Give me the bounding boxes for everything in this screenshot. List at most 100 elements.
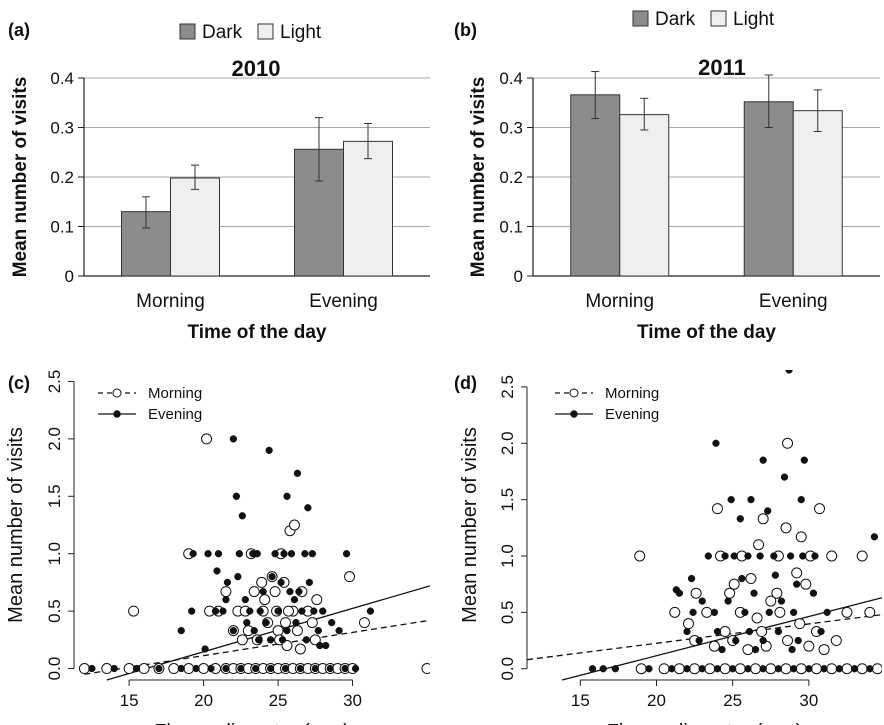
- data-point-morning: [719, 626, 731, 638]
- plot-area: [78, 433, 430, 681]
- data-point-morning: [220, 586, 232, 598]
- data-point-evening: [668, 665, 676, 673]
- y-tick-label: 0.0: [45, 657, 64, 681]
- scatter-plot-c: 0.0 0.5 1.0 1.5 2.0 2.5 15 20 25 30 Flower diamete…: [5, 370, 430, 725]
- data-point-evening: [366, 607, 375, 615]
- x-tick-label: 15: [120, 691, 139, 710]
- data-point-morning: [856, 550, 868, 562]
- panel-tag-c: (c): [8, 373, 30, 393]
- data-point-morning: [256, 576, 268, 588]
- bar-light-morning: [170, 177, 220, 277]
- data-point-evening: [223, 578, 232, 587]
- data-point-evening: [301, 550, 309, 558]
- data-point-evening: [204, 550, 212, 558]
- data-point-evening: [732, 636, 740, 645]
- data-point-morning: [814, 503, 826, 515]
- data-point-evening: [278, 636, 287, 644]
- data-point-evening: [298, 607, 306, 615]
- data-point-morning: [183, 663, 195, 675]
- data-point-evening: [747, 495, 755, 504]
- data-point-morning: [780, 522, 792, 534]
- data-point-evening: [744, 665, 752, 673]
- data-point-evening: [266, 664, 275, 673]
- data-point-morning: [856, 663, 868, 675]
- data-point-evening: [811, 552, 819, 560]
- legend-label-evening: Evening: [148, 406, 202, 423]
- data-point-evening: [729, 665, 737, 673]
- y-tick-label: 2.5: [498, 375, 517, 399]
- data-point-evening: [793, 580, 801, 588]
- data-point-morning: [280, 617, 292, 629]
- data-point-morning: [871, 663, 882, 675]
- data-point-evening: [283, 626, 291, 635]
- x-category-label: Morning: [136, 291, 205, 312]
- data-point-evening: [322, 641, 330, 650]
- data-point-morning: [826, 550, 838, 562]
- data-point-evening: [689, 608, 697, 617]
- data-point-morning: [765, 663, 777, 675]
- data-point-morning: [294, 643, 306, 655]
- data-point-morning: [745, 573, 757, 585]
- data-point-evening: [759, 456, 767, 464]
- data-point-evening: [271, 550, 279, 558]
- x-tick-label: 30: [799, 691, 818, 710]
- data-point-morning: [750, 663, 762, 675]
- data-point-evening: [870, 533, 879, 541]
- data-point-evening: [241, 595, 249, 604]
- data-point-morning: [306, 617, 318, 629]
- y-tick-label: 2.5: [45, 370, 64, 394]
- data-point-morning: [683, 618, 695, 630]
- legend-label-morning: Morning: [148, 385, 202, 402]
- data-point-evening: [268, 573, 276, 581]
- data-point-evening: [304, 504, 312, 512]
- bar-chart-2011: 0 0.1 0.2 0.3 0.4 Morning Evening 2011 Time of t…: [468, 9, 880, 343]
- x-tick-label: 25: [723, 691, 742, 710]
- data-point-morning: [259, 594, 271, 606]
- data-point-evening: [238, 512, 246, 520]
- x-tick-label: 25: [269, 691, 288, 710]
- data-point-morning: [123, 663, 135, 675]
- data-point-evening: [744, 552, 752, 560]
- data-point-evening: [342, 550, 351, 558]
- data-point-evening: [850, 665, 859, 673]
- bar-dark-evening: [743, 101, 794, 277]
- data-point-morning: [782, 635, 794, 647]
- data-point-evening: [88, 664, 96, 673]
- data-point-morning: [288, 519, 300, 531]
- chart-title: 2011: [698, 55, 746, 80]
- y-tick-label: 2.0: [498, 431, 517, 455]
- data-point-morning: [818, 644, 830, 656]
- data-point-evening: [314, 626, 322, 635]
- y-axis-label: Mean number of visits: [5, 427, 27, 623]
- y-tick-label: 0.2: [50, 168, 74, 187]
- fit-line-morning: [84, 619, 430, 675]
- data-point-evening: [246, 607, 254, 615]
- data-point-evening: [201, 645, 209, 653]
- data-point-morning: [128, 605, 140, 617]
- data-point-evening: [756, 552, 764, 560]
- data-point-evening: [788, 645, 796, 654]
- data-point-evening: [777, 597, 786, 605]
- data-point-evening: [319, 607, 327, 615]
- data-point-morning: [765, 595, 777, 607]
- data-point-evening: [326, 664, 334, 673]
- data-point-morning: [701, 606, 713, 618]
- data-point-evening: [805, 665, 813, 673]
- legend-swatch-light: [710, 10, 727, 27]
- data-point-evening: [296, 664, 305, 673]
- data-point-evening: [222, 664, 230, 673]
- y-axis-label: Mean number of visits: [468, 77, 489, 278]
- data-point-morning: [774, 606, 786, 618]
- data-point-evening: [234, 573, 242, 581]
- y-tick-label: 0.1: [50, 218, 74, 237]
- panel-tag-d: (d): [454, 373, 477, 393]
- data-point-evening: [718, 645, 726, 654]
- legend-label-light: Light: [733, 9, 775, 30]
- data-point-evening: [219, 607, 227, 615]
- data-point-morning: [794, 618, 806, 630]
- y-tick-label: 0.5: [498, 601, 517, 625]
- bar-light-morning: [619, 114, 670, 277]
- data-point-morning: [198, 663, 210, 675]
- data-point-evening: [745, 627, 754, 636]
- data-point-evening: [765, 608, 773, 617]
